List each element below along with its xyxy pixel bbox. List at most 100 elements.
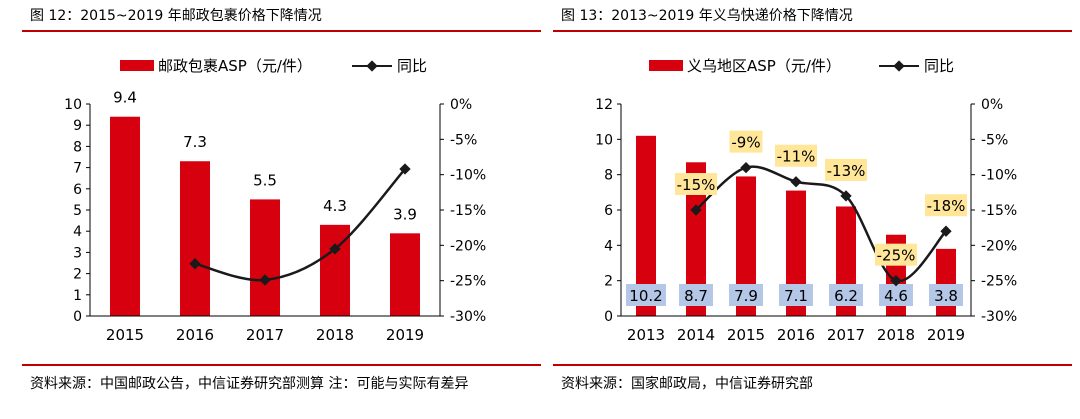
bar-data-label: 9.4 [113, 89, 137, 107]
bar-value-box [929, 284, 963, 306]
right-axis-tick-label: -5% [450, 132, 477, 148]
bar-2014 [686, 162, 706, 316]
left-axis-tick-label: 7 [73, 161, 82, 177]
right-axis-tick-label: -10% [981, 168, 1017, 184]
title-rule [553, 30, 1072, 32]
bar-value-label: 6.2 [834, 287, 858, 305]
chart-figure-12: 邮政包裹ASP（元/件） 同比 0 1 2 3 4 5 6 7 8 9 10 0% -5% -10% -15% -… [64, 57, 486, 344]
x-axis-label: 2015 [106, 326, 144, 344]
left-axis-tick-label: 8 [604, 168, 613, 184]
right-axis-tick-label: -10% [450, 168, 486, 184]
bar-value-box [679, 284, 713, 306]
right-axis-tick-label: -25% [450, 274, 486, 290]
yoy-value-label: -13% [827, 162, 866, 180]
x-axis-label: 2017 [246, 326, 284, 344]
yoy-point [740, 161, 752, 174]
right-axis-tick-label: -15% [981, 203, 1017, 219]
bar-2016 [180, 161, 210, 316]
legend-line-marker [366, 60, 378, 72]
left-axis-tick-label: 6 [604, 203, 613, 219]
source-note: 资料来源：中国邮政公告，中信证券研究部测算 注：可能与实际有差异 [30, 376, 469, 392]
left-axis-tick-label: 2 [604, 274, 613, 290]
bar-data-label: 7.3 [183, 133, 207, 151]
bar-data-label: 3.9 [393, 205, 417, 223]
yoy-value-label: -9% [731, 134, 760, 152]
legend-label-yoy: 同比 [397, 57, 427, 75]
x-axis-label: 2018 [316, 326, 354, 344]
left-axis-tick-label: 5 [73, 203, 82, 219]
x-axis-label: 2016 [777, 326, 815, 344]
yoy-point [890, 275, 902, 287]
yoy-point [259, 274, 271, 286]
yoy-value-box [875, 243, 917, 266]
bar-2015 [736, 176, 756, 316]
bar-data-label: 5.5 [253, 171, 277, 189]
right-axis-tick-label: 0% [450, 97, 472, 113]
x-axis-label: 2019 [386, 326, 424, 344]
yoy-point [189, 258, 201, 270]
bar-value-label: 7.9 [734, 287, 758, 305]
source-note: 资料来源：国家邮政局，中信证券研究部 [561, 376, 813, 392]
figure-title: 图 12：2015~2019 年邮政包裹价格下降情况 [30, 8, 322, 24]
right-axis-tick-label: -25% [981, 274, 1017, 290]
bar-value-box [779, 284, 813, 306]
left-axis-tick-label: 10 [595, 132, 613, 148]
bar-value-label: 10.2 [629, 287, 662, 305]
bar-value-label: 3.8 [934, 287, 958, 305]
yoy-value-box [825, 158, 867, 181]
left-axis-tick-label: 9 [73, 118, 82, 134]
bar-value-label: 7.1 [784, 287, 808, 305]
yoy-line [194, 168, 406, 282]
bar-2013 [636, 135, 656, 316]
chart-figure-13: 义乌地区ASP（元/件） 同比 0 2 4 6 8 10 12 0% -5% -10% -15% -20%… [595, 57, 1017, 344]
legend-label-asp: 义乌地区ASP（元/件） [687, 57, 841, 75]
yoy-value-label: -18% [927, 197, 966, 215]
legend-label-yoy: 同比 [924, 57, 954, 75]
figure-title: 图 13：2013~2019 年义乌快递价格下降情况 [561, 8, 853, 24]
yoy-point [790, 176, 802, 188]
left-axis-tick-label: 2 [73, 267, 82, 283]
left-axis-tick-label: 4 [604, 238, 613, 254]
right-axis-tick-label: -5% [981, 132, 1008, 148]
left-axis-tick-label: 12 [595, 97, 613, 113]
yoy-point [940, 225, 952, 237]
yoy-value-label: -25% [877, 247, 916, 265]
yoy-point [329, 243, 341, 255]
x-axis-label: 2019 [927, 326, 965, 344]
yoy-point [840, 190, 852, 202]
bar-value-box [626, 284, 666, 306]
x-axis-label: 2013 [627, 326, 665, 344]
figure-13: 图 13：2013~2019 年义乌快递价格下降情况 义乌地区ASP（元/件） 同… [553, 0, 1073, 419]
x-axis-label: 2018 [877, 326, 915, 344]
title-rule [22, 30, 541, 32]
yoy-value-box [729, 130, 763, 153]
source-rule [22, 364, 541, 366]
yoy-value-box [675, 173, 717, 195]
legend-line-marker [893, 60, 905, 72]
yoy-value-label: -15% [677, 176, 716, 194]
x-axis-label: 2016 [176, 326, 214, 344]
left-axis-tick-label: 4 [73, 224, 82, 240]
right-axis-tick-label: 0% [981, 97, 1003, 113]
right-axis-tick-label: -30% [981, 309, 1017, 325]
bar-data-label: 4.3 [323, 197, 347, 215]
left-axis-tick-label: 6 [73, 182, 82, 198]
yoy-value-box [925, 194, 967, 217]
bar-value-label: 4.6 [884, 287, 908, 305]
yoy-point [690, 204, 702, 216]
figure-12: 图 12：2015~2019 年邮政包裹价格下降情况 邮政包裹ASP（元/件） 同… [22, 0, 542, 419]
left-axis-tick-label: 1 [73, 288, 82, 304]
bar-value-label: 8.7 [684, 287, 708, 305]
right-axis-tick-label: -20% [450, 238, 486, 254]
right-axis-tick-label: -15% [450, 203, 486, 219]
legend-bar-swatch [120, 60, 154, 71]
left-axis-tick-label: 3 [73, 245, 82, 261]
x-axis-label: 2015 [727, 326, 765, 344]
left-axis-tick-label: 10 [64, 97, 82, 113]
bar-2015 [110, 116, 140, 316]
bar-value-box [829, 284, 863, 306]
yoy-value-label: -11% [777, 148, 816, 166]
source-rule [553, 364, 1072, 366]
legend-bar-swatch [649, 60, 683, 71]
left-axis-tick-label: 0 [73, 309, 82, 325]
